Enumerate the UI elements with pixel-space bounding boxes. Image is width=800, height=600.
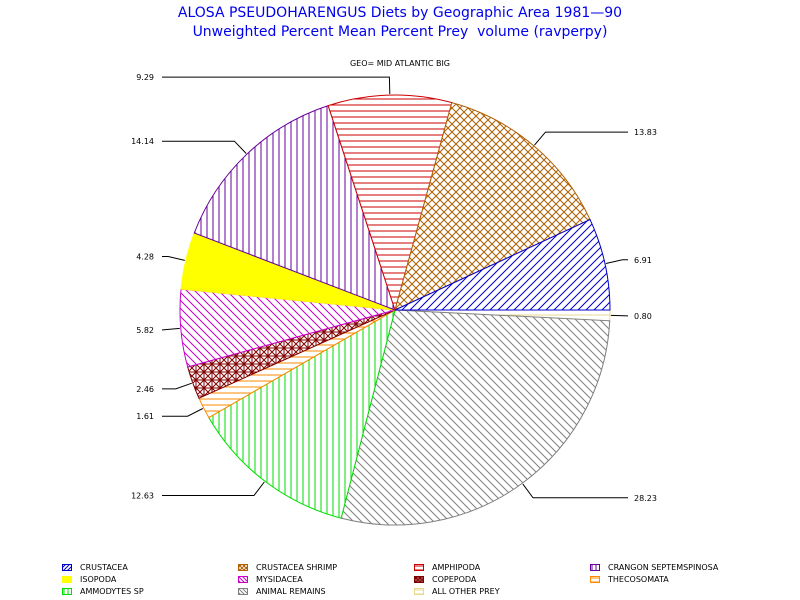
geo-label: GEO= MID ATLANTIC BIG — [349, 59, 451, 68]
slice-label-amphipoda: 9.29 — [136, 73, 154, 82]
chart-subtitle: Unweighted Percent Mean Percent Prey vol… — [192, 24, 608, 40]
legend-swatch — [414, 576, 424, 583]
pie-slice-ammodytes-sp — [208, 308, 396, 519]
legend-label: COPEPODA — [432, 575, 477, 584]
legend-label: AMMODYTES SP — [80, 587, 144, 596]
legend-label: ALL OTHER PREY — [432, 587, 500, 596]
legend-swatch — [62, 588, 72, 595]
leader-line-crangon-septemspinosa — [162, 140, 247, 154]
leader-line-mysidacea — [162, 327, 180, 331]
leader-line-copepoda — [162, 382, 192, 390]
pie-slice-amphipoda — [327, 94, 453, 312]
legend-label: ANIMAL REMAINS — [256, 587, 326, 596]
slice-label-all-other-prey: 0.80 — [634, 312, 652, 321]
slice-label-crustacea: 6.91 — [634, 256, 652, 265]
legend-swatch — [590, 576, 600, 583]
pie-slice-animal-remains — [340, 309, 611, 526]
legend-label: CRUSTACEA — [80, 563, 128, 572]
pie-slice-crustacea-shrimp — [394, 102, 591, 311]
legend-swatch — [238, 588, 248, 595]
leader-line-thecosomata — [162, 408, 204, 417]
slice-label-isopoda: 4.28 — [136, 253, 154, 262]
leader-line-crustacea-shrimp — [534, 131, 628, 146]
legend-label: MYSIDACEA — [256, 575, 303, 584]
slice-label-crustacea-shrimp: 13.83 — [634, 128, 657, 137]
legend-label: AMPHIPODA — [432, 563, 481, 572]
pie-slices — [179, 94, 611, 526]
slice-label-copepoda: 2.46 — [136, 385, 154, 394]
legend-swatch — [414, 564, 424, 571]
slice-label-animal-remains: 28.23 — [634, 494, 657, 503]
legend-label: THECOSOMATA — [608, 575, 669, 584]
chart-title: ALOSA PSEUDOHARENGUS Diets by Geographic… — [177, 5, 623, 21]
legend-swatch — [62, 576, 72, 583]
legend-swatch — [62, 564, 72, 571]
slice-label-thecosomata: 1.61 — [136, 412, 154, 421]
legend-swatch — [238, 564, 248, 571]
slice-labels: 0.80 28.23 12.63 1.61 2.46 5.82 4.28 14.14 9.29 1… — [131, 73, 657, 503]
leader-line-animal-remains — [522, 483, 628, 499]
leader-line-ammodytes-sp — [162, 481, 265, 496]
legend-label: CRANGON SEPTEMSPINOSA — [608, 563, 719, 572]
slice-label-crangon-septemspinosa: 14.14 — [131, 137, 154, 146]
leader-line-amphipoda — [162, 76, 391, 95]
slice-label-mysidacea: 5.82 — [136, 326, 154, 335]
legend-swatch — [590, 564, 600, 571]
pie-slice-crustacea — [394, 218, 611, 311]
legend-swatch — [238, 576, 248, 583]
leader-line-crustacea — [605, 259, 628, 264]
slice-label-ammodytes-sp: 12.63 — [131, 492, 154, 501]
legend-swatch — [414, 588, 424, 595]
legend-label: ISOPODA — [80, 575, 117, 584]
leader-line-isopoda — [162, 256, 185, 261]
leader-lines — [162, 76, 628, 499]
leader-line-all-other-prey — [610, 314, 628, 317]
legend-label: CRUSTACEA SHRIMP — [256, 563, 338, 572]
